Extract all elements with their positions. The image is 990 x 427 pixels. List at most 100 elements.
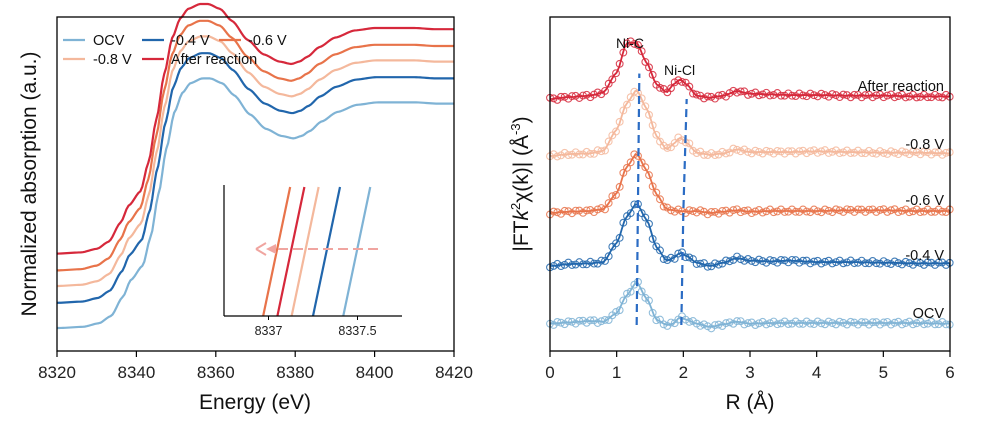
exafs-x-tick-label: 1 [612,363,621,382]
exafs-data-point [762,207,771,216]
exafs-data-point [575,316,584,325]
xanes-line-after-reaction [56,2,454,255]
exafs-data-point [901,257,910,266]
exafs-data-point [938,207,947,216]
exafs-data-point [890,148,899,157]
exafs-data-point [623,100,631,109]
exafs-data-point [810,205,818,214]
exafs-data-point [641,57,650,66]
legend-label-m04: -0.4 V [171,33,210,49]
exafs-data-point [894,259,903,268]
legend-label-ocv: OCV [93,33,125,49]
xanes-x-ticks: 8320 8340 8360 8380 8400 8420 [38,351,473,382]
inset-line-0-6-v [262,186,292,317]
exafs-data-point [619,218,628,227]
exafs-data-point [608,75,617,84]
exafs-data-point [711,151,719,160]
exafs-data-point [850,259,859,268]
exafs-data-point [828,90,837,99]
exafs-data-point [740,206,749,215]
exafs-data-point [619,106,628,115]
exafs-data-point [879,318,888,327]
peak-label-ni-cl: Ni-Cl [664,62,695,78]
exafs-data-point [762,320,771,329]
exafs-data-point [923,93,932,102]
exafs-panel: OCV -0.4 V -0.6 V -0.8 V After reaction Ni-C… [508,16,955,414]
exafs-data-point [876,205,884,214]
exafs-data-point [821,257,829,266]
exafs-data-point [601,146,609,155]
xanes-line-0-8-v [56,35,454,288]
exafs-data-point [601,315,609,324]
exafs-data-point [678,207,686,216]
exafs-data-point [619,168,628,177]
exafs-data-point [615,306,624,315]
exafs-data-point [890,257,899,266]
exafs-data-point [597,256,606,265]
exafs-data-point [854,205,862,214]
exafs-data-point [696,206,705,215]
exafs-data-point [685,206,694,215]
exafs-data-point [590,259,598,268]
xanes-x-tick-label: 8320 [38,363,76,382]
xanes-y-axis-title: Normalized absorption (a.u.) [18,52,41,317]
exafs-data-point [795,147,804,156]
exafs-data-point [923,258,932,267]
exafs-data-point [777,91,785,100]
exafs-data-point [912,319,921,328]
exafs-data-point [931,320,939,329]
exafs-data-point [634,41,642,50]
exafs-x-tick-label: 0 [545,363,554,382]
exafs-data-point [689,89,697,98]
exafs-data-point [586,149,595,158]
xanes-x-tick-label: 8340 [117,363,155,382]
legend-label-m08: -0.8 V [93,52,132,68]
guide-line-ni-cl [680,98,688,326]
guide-line-ni-c [635,73,641,326]
exafs-data-point [887,147,895,156]
exafs-y-axis-title: |FTk2χ(k)| (Å-3) [508,116,533,251]
exafs-data-point [766,256,774,265]
exafs-data-point [843,258,851,267]
exafs-data-point [652,130,661,139]
exafs-data-point [641,213,650,222]
exafs-data-point [821,205,829,214]
exafs-data-point [788,255,796,264]
exafs-data-point [674,205,683,214]
exafs-data-point [648,234,657,243]
exafs-data-point [714,320,723,329]
exafs-data-point [817,147,826,156]
exafs-data-point [894,92,903,101]
exafs-data-point [656,246,664,255]
exafs-data-point [843,205,851,214]
exafs-data-point [571,206,580,215]
exafs-data-point [597,204,606,212]
exafs-data-point [612,69,620,78]
exafs-x-tick-label: 4 [812,363,821,382]
exafs-data-point [630,87,639,96]
exafs-data-point [795,319,804,328]
exafs-data-point [883,259,892,268]
exafs-x-tick-label: 3 [745,363,754,382]
exafs-curve-label-0-4-v: -0.4 V [905,248,944,264]
exafs-curve-label-0-8-v: -0.8 V [905,137,944,153]
exafs-data-point [894,208,903,217]
exafs-data-point [744,319,752,328]
exafs-data-point [685,139,694,148]
exafs-data-point [630,39,639,48]
exafs-data-point [806,319,815,328]
exafs-data-point [839,90,848,99]
exafs-data-point [788,91,796,100]
exafs-x-tick-label: 2 [679,363,688,382]
exafs-data-point [725,318,734,327]
xanes-x-axis-title: Energy (eV) [199,391,311,414]
exafs-data-point [604,137,613,146]
exafs-data-point [560,92,569,101]
inset-line-after-reaction [276,186,306,317]
exafs-data-point [579,91,587,100]
exafs-data-point [711,207,719,216]
exafs-data-point [747,89,756,98]
exafs-data-point [623,163,631,172]
inset-line-0-4-v [311,186,342,317]
exafs-data-point [557,318,565,327]
